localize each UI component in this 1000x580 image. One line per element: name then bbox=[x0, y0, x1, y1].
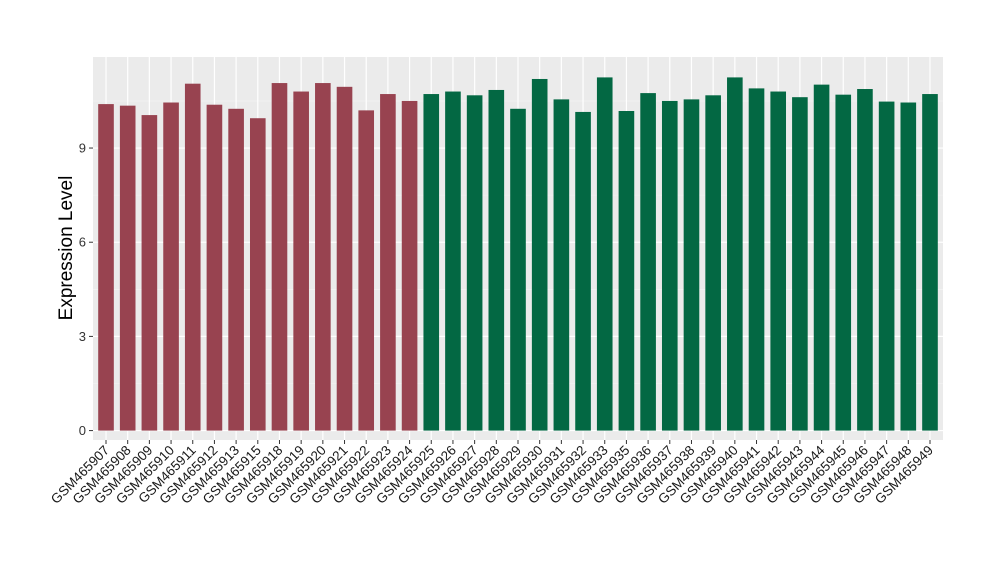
y-tick-label: 0 bbox=[79, 423, 86, 438]
bar-GSM465937 bbox=[661, 100, 678, 431]
bar-GSM465946 bbox=[857, 89, 873, 431]
bar-GSM465949 bbox=[922, 94, 938, 431]
bar-GSM465919 bbox=[293, 91, 309, 431]
bar-GSM465936 bbox=[640, 93, 656, 431]
bar-GSM465931 bbox=[553, 99, 570, 431]
bar-GSM465925 bbox=[423, 94, 440, 431]
bar-GSM465918 bbox=[271, 83, 288, 431]
bar-GSM465942 bbox=[770, 91, 787, 431]
bar-GSM465932 bbox=[575, 111, 591, 431]
bar-GSM465928 bbox=[488, 89, 505, 431]
bar-GSM465933 bbox=[596, 77, 613, 431]
bar-GSM465927 bbox=[466, 95, 483, 431]
bar-GSM465944 bbox=[813, 84, 830, 431]
bar-GSM465908 bbox=[119, 105, 136, 431]
bar-GSM465941 bbox=[748, 88, 765, 431]
y-axis: 0 3 6 9 bbox=[79, 141, 93, 438]
bar-GSM465929 bbox=[510, 108, 526, 431]
bar-GSM465938 bbox=[683, 99, 700, 431]
bar-GSM465909 bbox=[141, 115, 158, 431]
bar-GSM465945 bbox=[835, 94, 852, 431]
bar-GSM465926 bbox=[445, 91, 461, 431]
bar-GSM465921 bbox=[336, 86, 353, 431]
bar-GSM465913 bbox=[228, 108, 244, 431]
bar-GSM465922 bbox=[358, 110, 375, 431]
bar-GSM465915 bbox=[249, 118, 266, 431]
bar-GSM465930 bbox=[531, 78, 548, 431]
bar-GSM465924 bbox=[401, 100, 418, 431]
bar-GSM465948 bbox=[900, 102, 917, 431]
bar-GSM465935 bbox=[618, 110, 635, 431]
bar-GSM465920 bbox=[315, 83, 331, 431]
y-tick-label: 6 bbox=[79, 235, 86, 250]
bar-GSM465911 bbox=[184, 83, 201, 431]
y-axis-title: Expression Level bbox=[56, 176, 77, 321]
y-tick-label: 9 bbox=[79, 141, 86, 156]
bars-group bbox=[98, 77, 938, 431]
y-tick-label: 3 bbox=[79, 329, 86, 344]
bar-GSM465939 bbox=[705, 95, 721, 431]
bar-GSM465910 bbox=[163, 102, 179, 431]
x-axis: GSM465907GSM465908GSM465909GSM465910GSM4… bbox=[48, 440, 936, 507]
bar-GSM465943 bbox=[792, 97, 808, 431]
bar-GSM465907 bbox=[98, 104, 114, 431]
bar-GSM465947 bbox=[878, 101, 895, 431]
bar-GSM465923 bbox=[380, 94, 396, 431]
bar-GSM465940 bbox=[727, 77, 743, 431]
bar-GSM465912 bbox=[206, 104, 223, 431]
